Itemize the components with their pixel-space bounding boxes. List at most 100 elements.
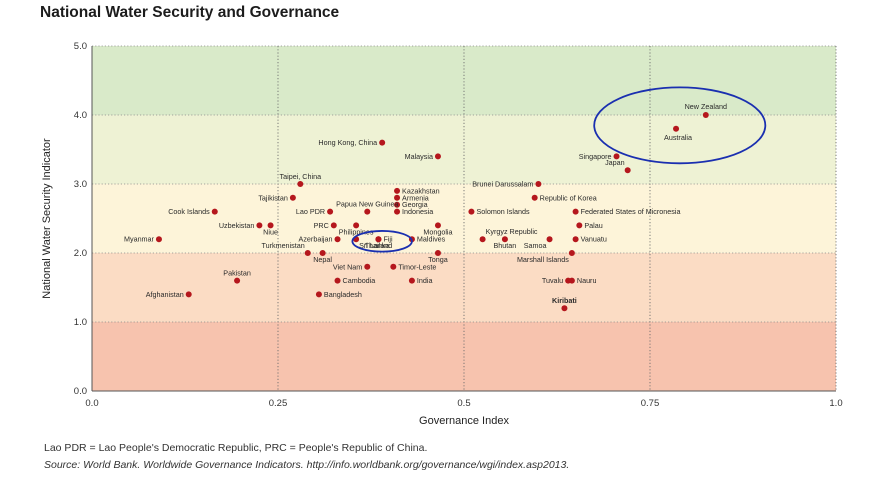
y-tick-label: 1.0: [74, 317, 87, 328]
point-label: Pakistan: [223, 269, 251, 278]
point-label: New Zealand: [685, 102, 727, 111]
point-label: Thailand: [365, 241, 393, 250]
highlight-ellipse-1: [351, 230, 413, 253]
point-label: Sri Lanka: [359, 241, 389, 250]
point-label: Hong Kong, China: [318, 138, 377, 147]
data-point: [394, 187, 401, 194]
x-tick-label: 0.0: [85, 398, 98, 409]
point-label: Japan: [605, 158, 625, 167]
point-label: India: [417, 276, 433, 285]
data-point: [408, 277, 415, 284]
point-label: Papua New Guinea: [336, 200, 398, 209]
data-point: [468, 208, 475, 215]
y-axis-label: National Water Security Indicator: [41, 138, 53, 299]
point-label: Cambodia: [343, 276, 376, 285]
abbreviation-note: Lao PDR = Lao People's Democratic Republ…: [44, 442, 428, 454]
x-tick-label: 1.0: [829, 398, 842, 409]
data-point: [673, 125, 680, 132]
point-label: Tajikistan: [258, 193, 288, 202]
data-point: [572, 236, 579, 243]
data-point: [576, 222, 583, 229]
data-point: [256, 222, 263, 229]
data-point: [561, 305, 568, 312]
data-point: [434, 153, 441, 160]
data-point: [390, 263, 397, 270]
point-label: Mongolia: [423, 227, 452, 236]
data-point: [327, 208, 334, 215]
data-point: [568, 250, 575, 256]
data-point: [319, 250, 326, 256]
data-point: [364, 208, 371, 215]
data-point: [234, 277, 241, 284]
x-axis-label: Governance Index: [419, 415, 509, 427]
highlight-ellipse-0: [593, 86, 767, 165]
data-point: [546, 236, 553, 243]
point-label: Solomon Islands: [476, 207, 530, 216]
water-security-scatter-chart: 0.0 1.0 2.0 3.0 4.0 5.0 0.0 0.25 0.5 0.75 1.0 New …: [41, 41, 843, 427]
point-label: Malaysia: [405, 152, 433, 161]
point-label: Bhutan: [494, 241, 517, 250]
data-point: [330, 222, 337, 229]
x-tick-label: 0.25: [269, 398, 288, 409]
data-point: [267, 222, 274, 229]
point-label: Myanmar: [124, 235, 155, 244]
x-tick-label: 0.75: [641, 398, 660, 409]
y-tick-label: 2.0: [74, 248, 87, 259]
point-label: Philippines: [339, 227, 374, 236]
chart-title: National Water Security and Governance: [40, 4, 340, 21]
data-point: [185, 291, 192, 298]
point-label: Nauru: [577, 276, 597, 285]
y-tick-label: 0.0: [74, 386, 87, 397]
data-point: [702, 112, 709, 118]
data-point: [434, 222, 441, 229]
y-tick-label: 4.0: [74, 110, 87, 121]
data-point: [315, 291, 322, 298]
point-label: Republic of Korea: [540, 193, 597, 202]
data-point: [334, 277, 341, 284]
y-tick-label: 3.0: [74, 179, 87, 190]
point-label: Niue: [263, 227, 278, 236]
band-4: [92, 46, 836, 115]
point-label: Nepal: [313, 255, 332, 264]
data-point: [297, 181, 304, 187]
point-label: Marshall Islands: [517, 255, 569, 264]
point-label: Armenia: [402, 193, 429, 202]
data-point: [353, 222, 360, 229]
x-tick-label: 0.5: [457, 398, 470, 409]
data-point: [304, 250, 311, 256]
point-label: PRC: [314, 221, 329, 230]
data-point: [394, 208, 401, 215]
data-point: [624, 167, 631, 174]
security-bands: [92, 46, 836, 391]
point-label: Kyrgyz Republic: [486, 227, 538, 236]
data-point: [289, 194, 296, 201]
source-note: Source: World Bank. Worldwide Governance…: [44, 459, 570, 471]
axes: [91, 46, 836, 392]
point-label: Taipei, China: [280, 172, 322, 181]
tick-labels: 0.0 1.0 2.0 3.0 4.0 5.0 0.0 0.25 0.5 0.75 1.0: [74, 41, 843, 409]
point-labels: New Zealand Australia Hong Kong, China Mala…: [124, 102, 727, 305]
point-label: Samoa: [524, 241, 547, 250]
data-point: [375, 236, 382, 243]
point-label: Kiribati: [552, 296, 577, 305]
point-label: Bangladesh: [324, 290, 362, 299]
point-label: Maldives: [417, 235, 446, 244]
point-label: Uzbekistan: [219, 221, 255, 230]
y-tick-label: 5.0: [74, 41, 87, 52]
grid-lines: [92, 45, 837, 391]
point-label: Viet Nam: [333, 262, 362, 271]
point-label: Cook Islands: [168, 207, 210, 216]
point-label: Tuvalu: [542, 276, 563, 285]
data-point: [479, 236, 486, 243]
point-label: Brunei Darussalam: [472, 180, 533, 189]
data-point: [501, 236, 508, 243]
point-label: Lao PDR: [296, 207, 325, 216]
data-point: [334, 236, 341, 243]
data-point: [155, 236, 162, 243]
data-point: [568, 277, 575, 284]
point-label: Tonga: [428, 255, 448, 264]
point-label: Palau: [584, 221, 602, 230]
data-point: [613, 153, 620, 160]
point-label: Azerbaijan: [299, 235, 333, 244]
point-label: Turkmenistan: [261, 241, 304, 250]
